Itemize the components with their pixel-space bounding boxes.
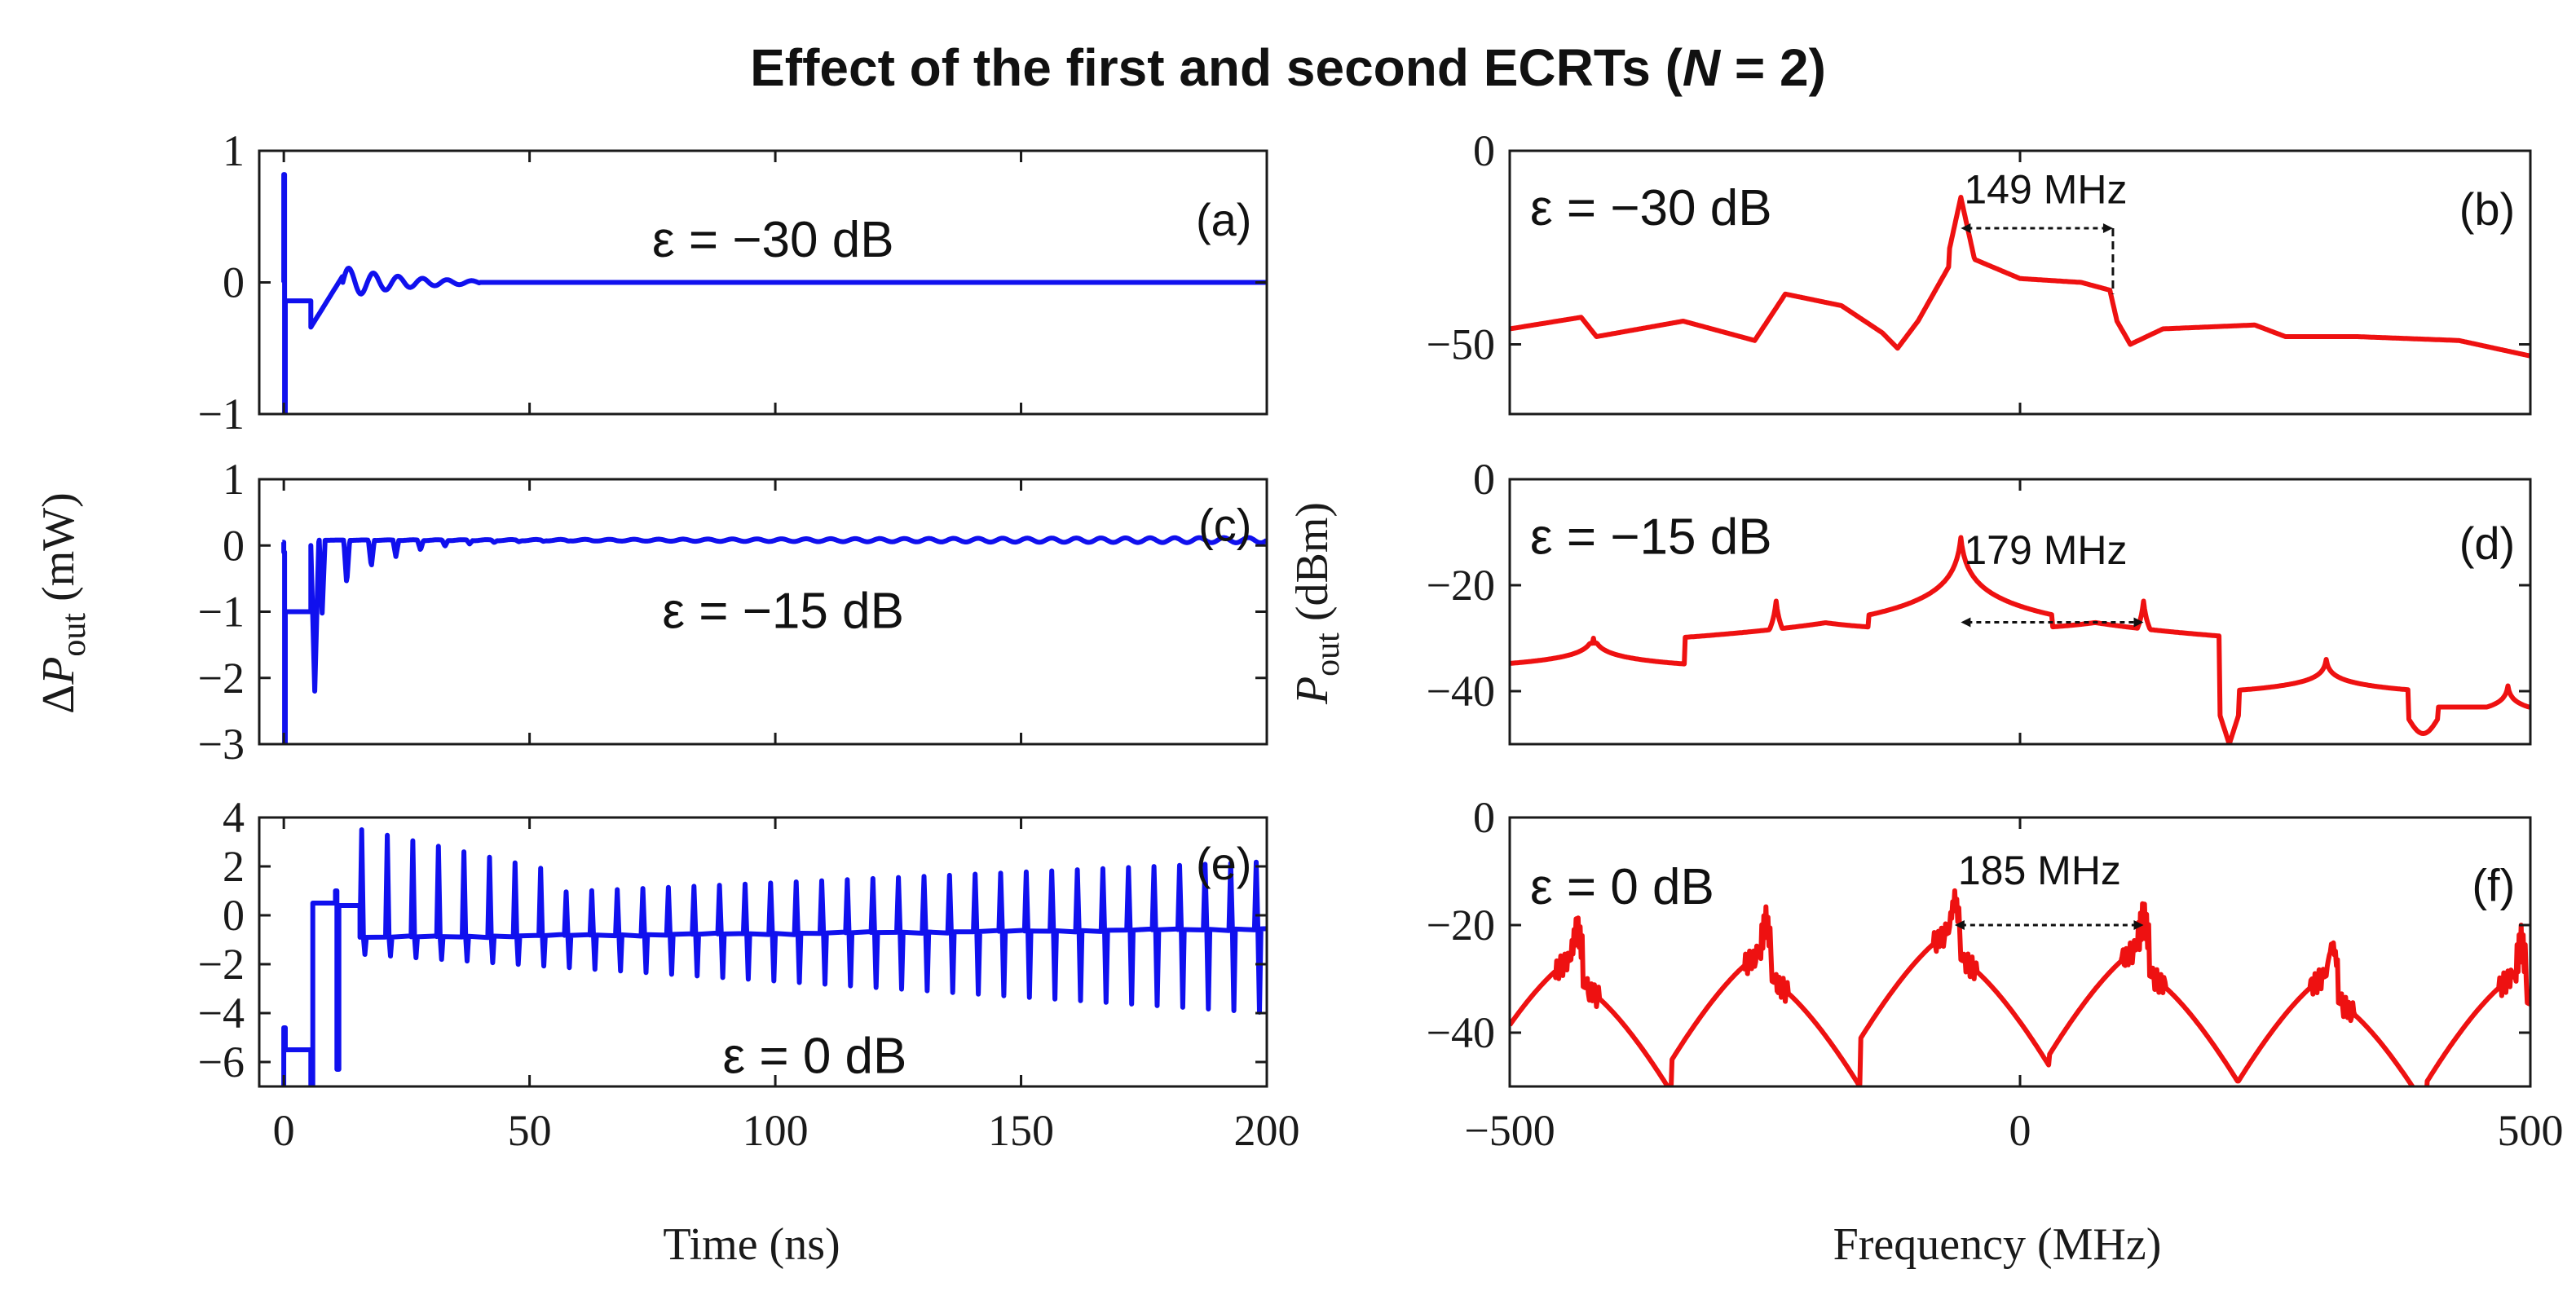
right-ylabel-var: P: [1287, 676, 1338, 705]
ytick-label-a-1: 0: [223, 258, 245, 307]
ytick-label-a-0: −1: [198, 390, 245, 438]
ytick-label-e-3: 0: [223, 891, 245, 940]
ytick-label-e-5: 4: [223, 793, 245, 842]
panel-letter-e: (e): [1196, 838, 1251, 889]
panel-d: −40 −20 0 ε = −15 dB (d) 179 MHz: [1427, 455, 2532, 746]
ytick-label-d-1: −20: [1427, 561, 1495, 610]
ytick-label-d-2: 0: [1473, 455, 1495, 504]
ytick-label-c-3: 0: [223, 521, 245, 570]
ytick-label-c-0: −3: [198, 720, 245, 769]
panel-letter-a: (a): [1196, 194, 1251, 245]
panel-letter-f: (f): [2472, 860, 2515, 911]
ytick-label-f-1: −20: [1427, 901, 1495, 950]
panel-f: −500 0 500 −40 −20 0 ε = 0 dB (f) 185 MHz: [1427, 793, 2564, 1155]
ytick-label-e-0: −6: [198, 1038, 245, 1086]
panel-letter-d: (d): [2459, 518, 2515, 569]
epsilon-label-d: ε = −15 dB: [1530, 509, 1772, 566]
panel-b: −50 0 ε = −30 dB (b) 149 MHz: [1427, 126, 2532, 416]
title-text-1: Effect of the first and second ECRTs (: [750, 38, 1683, 97]
panel-c: −3 −2 −1 0 1 ε = −15 dB (c): [198, 455, 1268, 769]
left-ylabel-sub: out: [55, 613, 93, 657]
arrowhead-left-b: [1961, 223, 1971, 233]
xtick-label-e-0: 0: [273, 1106, 295, 1155]
left-ylabel: ΔPout (mW): [33, 492, 93, 714]
ytick-label-c-2: −1: [198, 588, 245, 637]
series-f: [1510, 888, 2530, 1086]
spacing-label-b: 149 MHz: [1964, 166, 2127, 212]
arrowhead-left-f: [1954, 920, 1965, 930]
right-ylabel-sub: out: [1309, 632, 1347, 676]
xtick-label-e-2: 100: [743, 1106, 809, 1155]
xtick-label-e-4: 200: [1234, 1106, 1300, 1155]
panel-letter-c: (c): [1198, 499, 1251, 550]
epsilon-label-a: ε = −30 dB: [652, 212, 894, 268]
xtick-label-f-0: −500: [1464, 1106, 1555, 1155]
series-d: [1510, 535, 2530, 744]
epsilon-label-f: ε = 0 dB: [1530, 859, 1714, 915]
series-a: [281, 172, 1267, 414]
ytick-label-b-0: −50: [1427, 320, 1495, 369]
arrowhead-left-d: [1961, 617, 1971, 628]
spacing-label-d: 179 MHz: [1964, 527, 2127, 573]
ytick-label-d-0: −40: [1427, 667, 1495, 716]
series-c: [281, 535, 1267, 744]
epsilon-label-b: ε = −30 dB: [1530, 180, 1772, 236]
series-e: [281, 827, 1267, 1086]
right-ylabel-unit: (dBm): [1287, 502, 1338, 632]
ytick-label-f-2: 0: [1473, 793, 1495, 842]
time-xlabel: Time (ns): [663, 1219, 840, 1270]
epsilon-label-e: ε = 0 dB: [723, 1029, 907, 1085]
ytick-label-b-1: 0: [1473, 126, 1495, 175]
ytick-label-e-4: 2: [223, 842, 245, 891]
axes-frame-e: [258, 816, 1268, 1088]
title-text-2: = 2): [1720, 38, 1826, 97]
xtick-label-f-2: 500: [2498, 1106, 2564, 1155]
panel-a: −1 0 1 ε = −30 dB (a): [198, 126, 1268, 438]
title-italic-n: N: [1683, 38, 1722, 97]
panel-letter-b: (b): [2459, 183, 2515, 235]
freq-xlabel: Frequency (MHz): [1833, 1219, 2162, 1270]
arrowhead-right-b: [2102, 223, 2113, 233]
series-b: [1510, 195, 2530, 359]
ytick-label-c-4: 1: [223, 455, 245, 504]
epsilon-label-c: ε = −15 dB: [662, 584, 904, 640]
left-ylabel-var: P: [33, 657, 84, 685]
figure-title: Effect of the first and second ECRTs (N …: [750, 38, 1826, 97]
arrowhead-right-f: [2133, 920, 2144, 930]
ytick-label-e-1: −4: [198, 989, 245, 1038]
left-ylabel-delta: Δ: [33, 685, 84, 714]
right-ylabel: Pout (dBm): [1287, 502, 1347, 705]
ytick-label-e-2: −2: [198, 940, 245, 989]
xtick-label-f-1: 0: [2009, 1106, 2031, 1155]
xtick-label-e-1: 50: [508, 1106, 552, 1155]
ytick-label-c-1: −2: [198, 654, 245, 703]
ytick-label-f-0: −40: [1427, 1008, 1495, 1057]
xtick-label-e-3: 150: [988, 1106, 1054, 1155]
ytick-label-a-2: 1: [223, 126, 245, 175]
left-ylabel-unit: (mW): [33, 492, 84, 613]
spacing-label-f: 185 MHz: [1958, 848, 2121, 893]
arrowhead-right-d: [2133, 617, 2144, 628]
